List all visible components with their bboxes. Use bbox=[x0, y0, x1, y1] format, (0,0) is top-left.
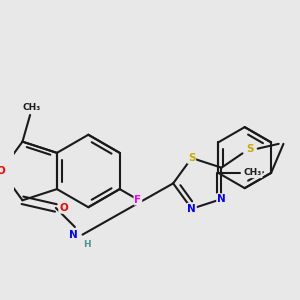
Text: N: N bbox=[217, 194, 226, 204]
Text: S: S bbox=[246, 144, 254, 154]
Text: F: F bbox=[134, 195, 141, 205]
Text: N: N bbox=[69, 230, 77, 240]
Text: CH₃: CH₃ bbox=[23, 103, 41, 112]
Text: N: N bbox=[187, 204, 196, 214]
Text: O: O bbox=[0, 166, 5, 176]
Text: S: S bbox=[188, 153, 195, 163]
Text: H: H bbox=[83, 240, 91, 249]
Text: CH₃: CH₃ bbox=[244, 168, 262, 177]
Text: O: O bbox=[59, 203, 68, 213]
